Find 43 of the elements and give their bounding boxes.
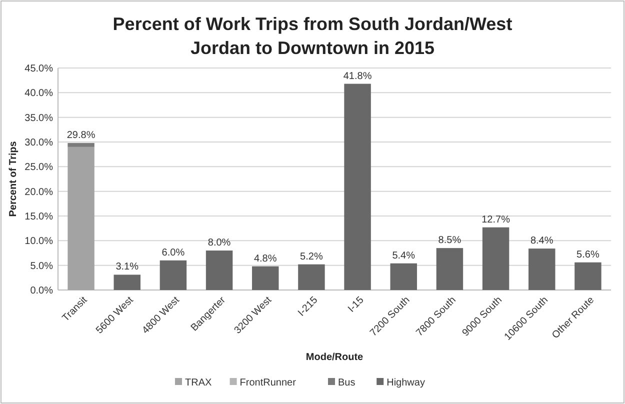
bar xyxy=(482,227,510,290)
y-axis-title: Percent of Trips xyxy=(8,140,19,217)
legend-label: Bus xyxy=(338,378,356,388)
y-tick-label: 5.0% xyxy=(30,260,54,272)
y-tick-label: 15.0% xyxy=(24,212,54,222)
y-tick-label: 45.0% xyxy=(24,64,54,74)
bar xyxy=(68,142,94,147)
total-label: 8.5% xyxy=(438,235,462,246)
y-tick-label: 25.0% xyxy=(24,162,54,174)
total-label: 3.1% xyxy=(116,262,139,273)
total-label: 41.8% xyxy=(343,70,372,82)
y-tick-label: 20.0% xyxy=(24,186,54,198)
total-label: 8.0% xyxy=(208,238,231,249)
chart-title: Percent of Work Trips from South Jordan/West Jordan to Downtown in 2015 xyxy=(112,14,512,58)
total-label: 29.8% xyxy=(66,130,96,141)
y-tick-label: 35.0% xyxy=(24,112,54,124)
total-label: 5.6% xyxy=(576,249,600,260)
bar xyxy=(390,263,417,290)
bar xyxy=(206,250,233,290)
y-tick-label: 0.0% xyxy=(30,286,54,296)
bar xyxy=(528,248,556,290)
x-axis-title: Mode/Route xyxy=(306,352,364,363)
y-tick-label: 10.0% xyxy=(24,236,54,248)
total-label: 8.4% xyxy=(530,236,554,247)
total-label: 5.2% xyxy=(300,251,323,262)
y-tick-label: 40.0% xyxy=(24,88,54,100)
bar xyxy=(114,274,140,290)
legend-label: Highway xyxy=(386,378,425,388)
bar xyxy=(344,84,371,290)
total-label: 12.7% xyxy=(482,214,510,226)
total-label: 4.8% xyxy=(254,253,277,264)
legend-label: TRAX xyxy=(185,378,212,388)
bar xyxy=(68,146,94,290)
total-label: 6.0% xyxy=(162,247,185,258)
bar xyxy=(298,264,325,290)
bar xyxy=(160,260,187,290)
legend-label: FrontRunner xyxy=(240,378,297,388)
x-tick-label: I-15 xyxy=(346,294,366,315)
total-label: 5.4% xyxy=(392,250,416,262)
bar xyxy=(436,248,464,290)
bar xyxy=(252,266,279,290)
y-tick-label: 30.0% xyxy=(24,138,54,148)
bar xyxy=(574,262,602,290)
